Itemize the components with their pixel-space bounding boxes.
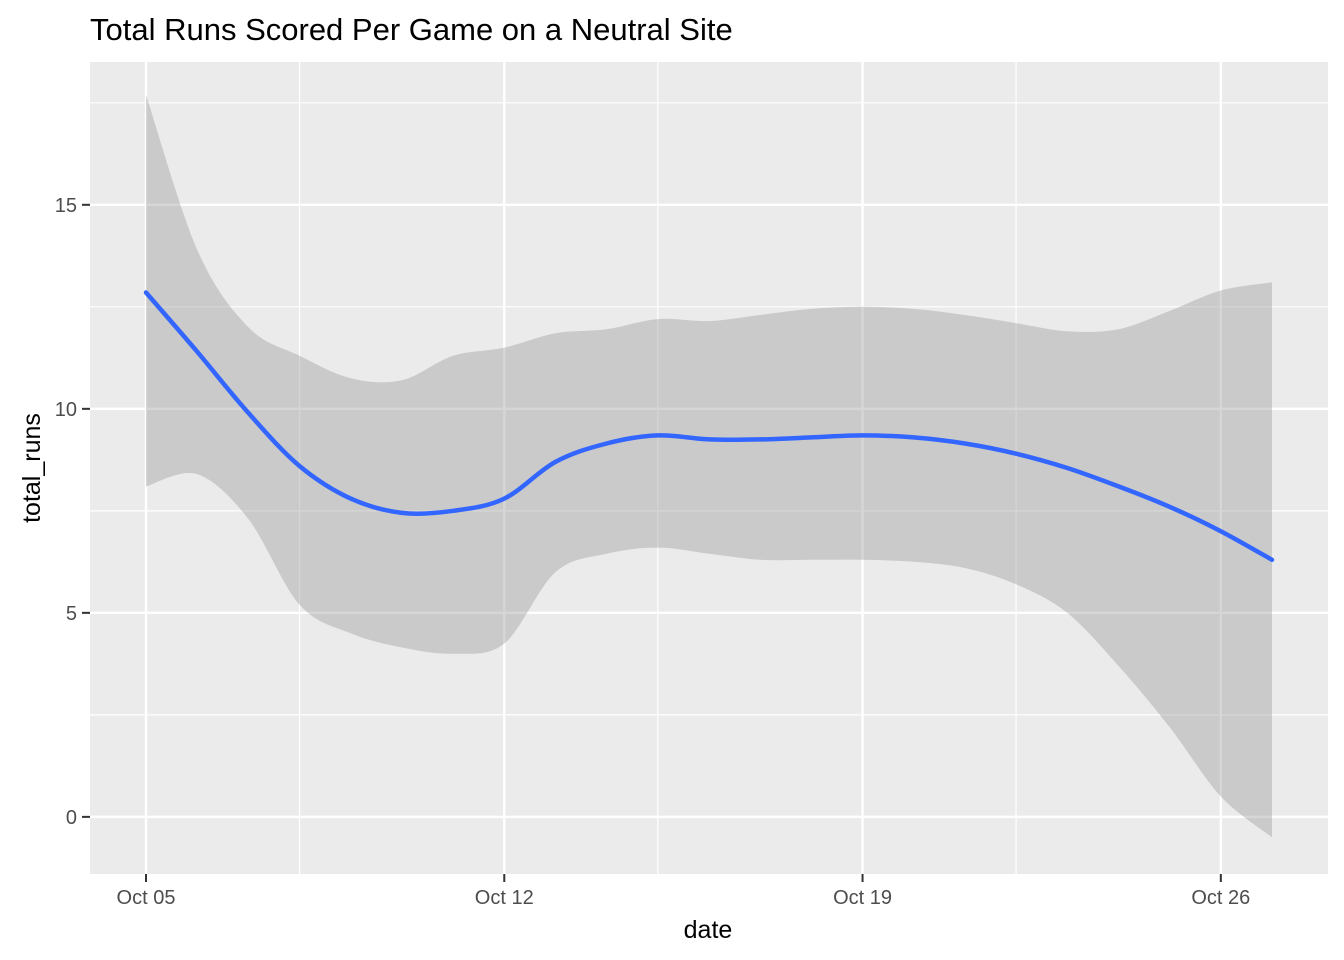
y-tick-label: 0 <box>66 807 77 829</box>
x-tick-label: Oct 12 <box>475 887 534 909</box>
y-tick-label: 15 <box>55 195 77 217</box>
chart-title: Total Runs Scored Per Game on a Neutral … <box>90 12 733 47</box>
y-axis-title: total_runs <box>18 413 46 523</box>
x-tick-label: Oct 05 <box>117 887 176 909</box>
y-tick-label: 10 <box>55 399 77 421</box>
confidence-band <box>146 94 1272 838</box>
x-axis: Oct 05 Oct 12 Oct 19 Oct 26 <box>117 874 1250 909</box>
x-tick-label: Oct 26 <box>1191 887 1250 909</box>
x-axis-title: date <box>684 916 733 944</box>
minor-gridlines <box>90 62 1328 874</box>
smooth-line <box>143 290 1275 563</box>
major-gridlines <box>90 62 1328 874</box>
y-axis: 0 5 10 15 <box>55 195 90 829</box>
plot-panel <box>90 62 1328 874</box>
y-tick-label: 5 <box>66 603 77 625</box>
x-tick-label: Oct 19 <box>833 887 892 909</box>
